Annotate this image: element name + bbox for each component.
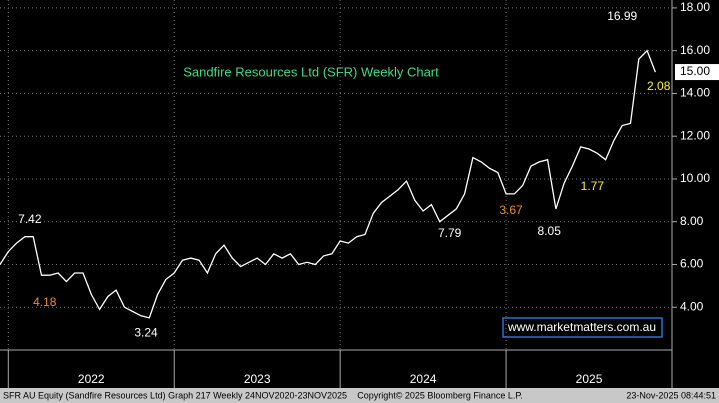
y-tick-label: 6.00 <box>680 257 704 271</box>
x-tick-label: 2024 <box>410 372 437 386</box>
annotation: 7.79 <box>438 226 462 240</box>
x-tick-label: 2023 <box>244 372 271 386</box>
watermark: www.marketmatters.com.au <box>507 320 656 334</box>
annotation: 2.08 <box>647 79 671 93</box>
footer-right: 23-Nov-2025 08:44:51 <box>626 390 716 400</box>
y-tick-label: 16.00 <box>680 43 710 57</box>
y-tick-label: 8.00 <box>680 214 704 228</box>
x-tick-label: 2022 <box>78 372 105 386</box>
watermark-box <box>502 317 663 338</box>
annotation: 1.77 <box>581 179 605 193</box>
annotation: 8.05 <box>538 224 562 238</box>
last-price-label: 15.00 <box>680 64 710 78</box>
chart-title: Sandfire Resources Ltd (SFR) Weekly Char… <box>183 64 439 79</box>
y-tick-label: 12.00 <box>680 128 710 142</box>
footer-bar <box>0 388 719 403</box>
x-tick-label: 2025 <box>576 372 603 386</box>
last-price-box <box>675 64 719 81</box>
annotation: 3.24 <box>134 326 158 340</box>
y-tick-label: 4.00 <box>680 299 704 313</box>
price-line <box>0 49 657 319</box>
annotation: 3.67 <box>499 203 523 217</box>
footer-middle: Copyright© 2025 Bloomberg Finance L.P. <box>357 390 523 400</box>
annotation: 7.42 <box>18 212 42 226</box>
footer-left: SFR AU Equity (Sandfire Resources Ltd) G… <box>3 390 347 400</box>
y-tick-label: 14.00 <box>680 86 710 100</box>
y-tick-label: 18.00 <box>680 0 710 14</box>
annotation: 4.18 <box>33 295 57 309</box>
annotation: 16.99 <box>607 9 637 23</box>
y-tick-label: 10.00 <box>680 171 710 185</box>
